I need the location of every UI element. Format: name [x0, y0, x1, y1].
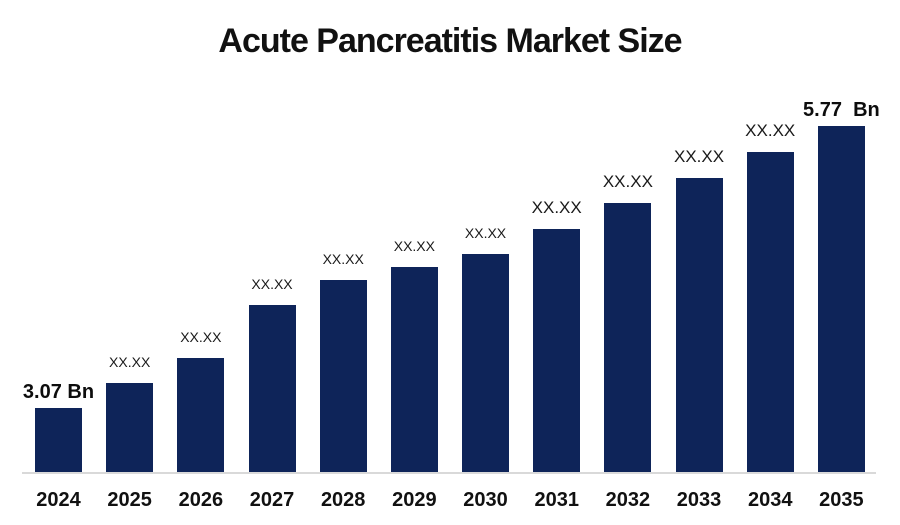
bar-group: XX.XX	[531, 197, 582, 472]
x-axis-tick-label: 2034	[747, 489, 793, 511]
bar	[248, 305, 296, 472]
x-axis-tick-label: 2025	[107, 489, 152, 511]
x-axis-labels: 2024 2025 2026 2027 2028 2029 2030 2031 2032 2033…	[22, 489, 876, 511]
x-axis-tick-label: 2027	[249, 489, 295, 511]
bar	[35, 408, 82, 472]
bar-value-label: 5.77 Bn	[803, 98, 880, 121]
bar-group: 5.77 Bn	[803, 99, 880, 472]
bar-group: XX.XX	[248, 276, 296, 472]
bar	[106, 383, 154, 472]
bar-value-label: XX.XX	[531, 197, 582, 217]
bar-group: XX.XX	[106, 354, 154, 472]
bar-value-label: XX.XX	[464, 225, 507, 242]
bar-value-label: XX.XX	[745, 120, 796, 140]
x-axis-tick-label: 2033	[676, 489, 722, 511]
x-axis-tick-label: 2028	[320, 489, 366, 511]
bar-value-label: XX.XX	[109, 354, 151, 371]
x-axis-tick-label: 2032	[605, 489, 651, 511]
bar-value-label: XX.XX	[180, 329, 222, 346]
bar-value-label: XX.XX	[251, 276, 293, 293]
bar	[604, 203, 652, 472]
bars-container: 3.07 Bn XX.XX XX.XX XX.XX XX.XX XX.XX XX.XX XX.…	[22, 99, 880, 472]
bar-value-label: XX.XX	[322, 251, 364, 268]
bar-value-label: XX.XX	[602, 171, 653, 191]
x-axis-line	[22, 472, 876, 474]
bar-group: XX.XX	[390, 238, 438, 472]
bar-group: XX.XX	[602, 171, 653, 472]
bar	[177, 358, 225, 472]
bar-group: XX.XX	[462, 225, 510, 472]
bar-group: XX.XX	[745, 120, 796, 472]
x-axis-tick-label: 2024	[36, 489, 81, 511]
bar	[319, 280, 367, 472]
bar	[533, 229, 581, 472]
x-axis-tick-label: 2030	[463, 489, 508, 511]
bar-group: XX.XX	[319, 251, 367, 472]
chart-title: Acute Pancreatitis Market Size	[218, 22, 682, 60]
x-axis-tick-label: 2026	[178, 489, 224, 511]
bar-value-label: 3.07 Bn	[22, 380, 95, 403]
bar-value-label: XX.XX	[674, 146, 725, 166]
bar-group: XX.XX	[177, 329, 225, 472]
bar-group: XX.XX	[674, 146, 725, 472]
bar	[817, 126, 865, 472]
x-axis-tick-label: 2035	[819, 489, 864, 511]
x-axis-tick-label: 2031	[534, 489, 579, 511]
bar-value-label: XX.XX	[393, 238, 435, 255]
bar	[462, 254, 510, 472]
bar-group: 3.07 Bn	[23, 381, 94, 472]
bar	[390, 267, 438, 472]
bar	[746, 152, 794, 472]
x-axis-tick-label: 2029	[392, 489, 437, 511]
bar	[675, 178, 723, 472]
